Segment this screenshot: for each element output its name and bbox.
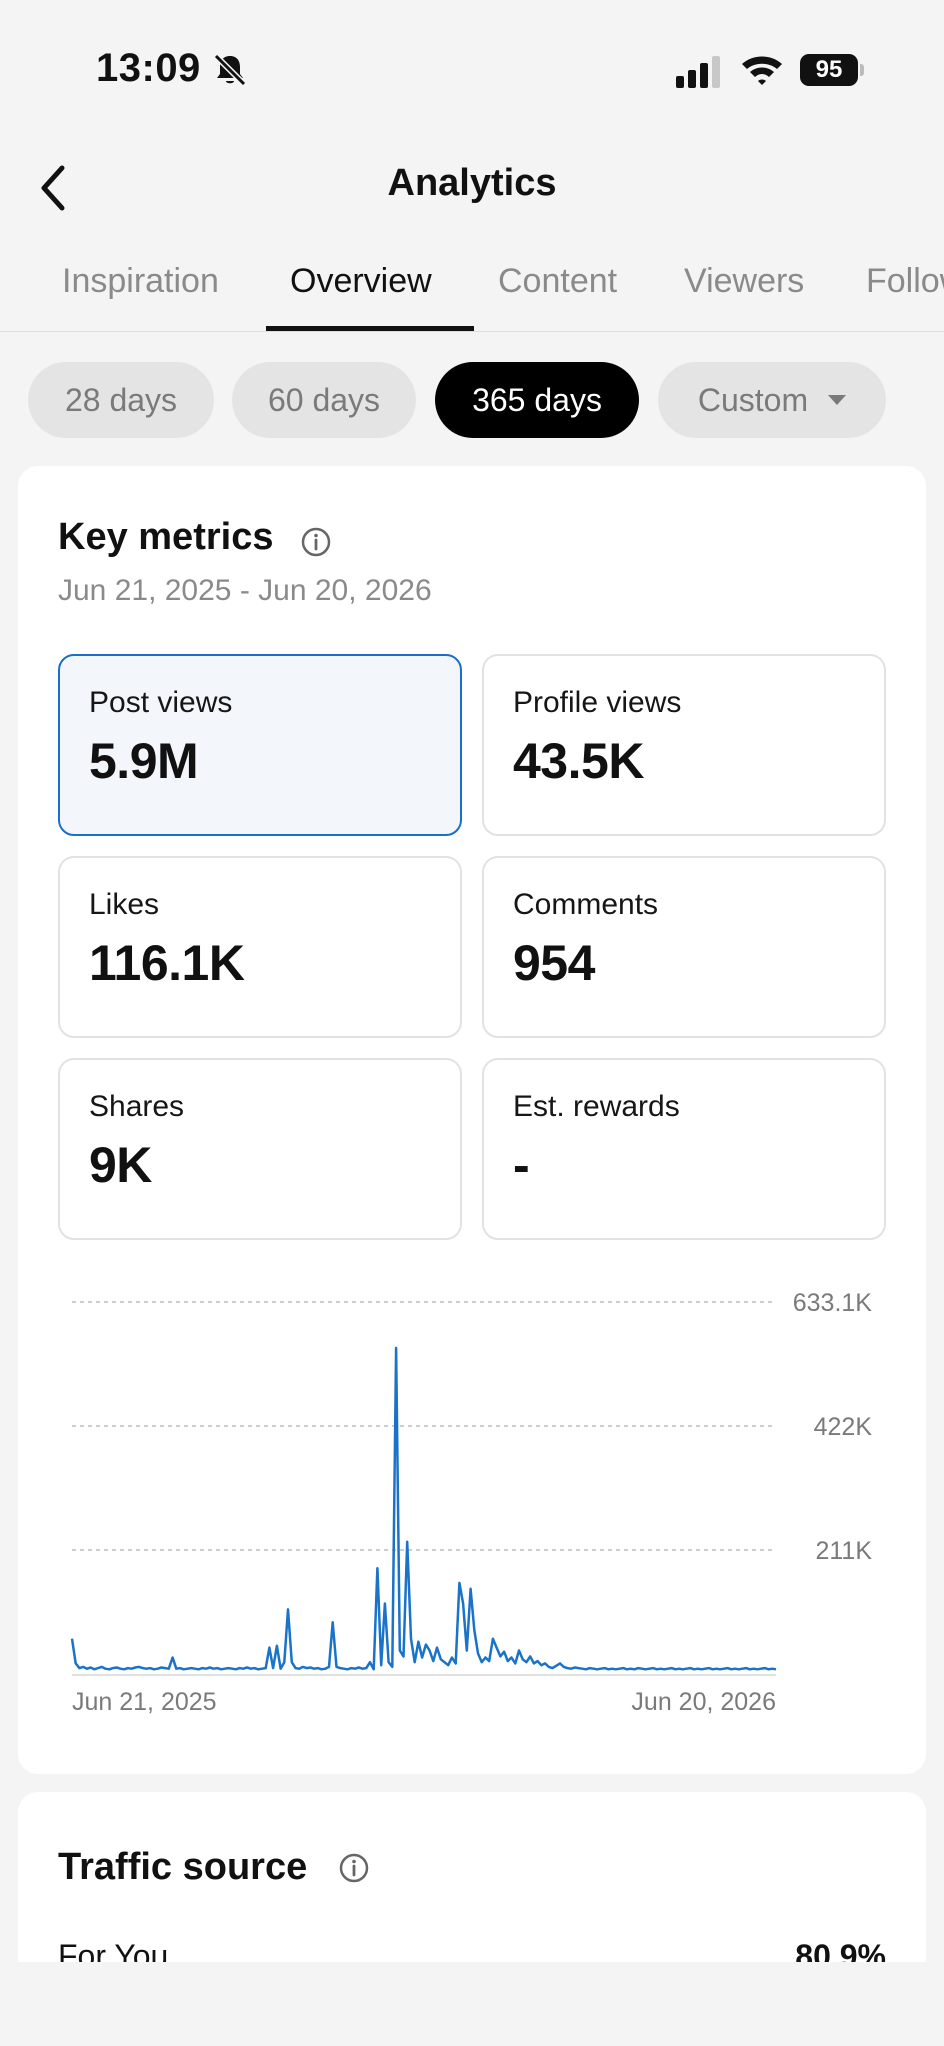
chip-label: 28 days [64,381,178,418]
x-start-label: Jun 21, 2025 [72,1688,217,1716]
metric-value: 116.1K [89,935,245,991]
metric-shares[interactable]: Shares 9K [58,1058,462,1240]
metric-label: Post views [89,686,233,719]
tab-indicator [266,326,474,331]
status-time: 13:09 [96,46,201,90]
traffic-source-title: Traffic source [58,1846,308,1888]
tab-content[interactable]: Content [498,262,618,300]
chip-custom[interactable]: Custom [658,362,886,438]
chip-label: Custom [697,381,809,418]
post-views-chart[interactable]: 633.1K 422K 211K Jun 21, 2025 Jun 20, 2026 [58,1270,888,1720]
metric-label: Comments [513,888,659,921]
cellular-signal-icon [676,56,720,88]
metric-label: Profile views [513,686,682,719]
metric-value: - [513,1137,530,1193]
metric-value: 9K [89,1137,152,1193]
metric-value: 954 [513,935,595,991]
metric-comments[interactable]: Comments 954 [482,856,886,1038]
metric-label: Likes [89,888,160,921]
metric-est-rewards[interactable]: Est. rewards - [482,1058,886,1240]
metric-label: Est. rewards [513,1090,680,1123]
tab-overview[interactable]: Overview [290,262,432,300]
y-tick-label: 422K [814,1413,873,1441]
tab-inspiration[interactable]: Inspiration [62,262,219,300]
metric-post-views[interactable]: Post views 5.9M [58,654,462,836]
bottom-edge [0,1962,944,2046]
x-end-label: Jun 20, 2026 [631,1688,776,1716]
caret-down-icon [828,395,847,405]
date-range: Jun 21, 2025 - Jun 20, 2026 [58,574,432,607]
info-icon[interactable] [300,526,332,558]
series-line [70,1346,777,1671]
tab-followers[interactable]: Followers [866,262,944,300]
page-title: Analytics [387,162,557,204]
key-metrics-title: Key metrics [58,516,274,558]
chip-60-days[interactable]: 60 days [232,362,416,438]
info-icon[interactable] [338,1852,370,1884]
metric-label: Shares [89,1090,185,1123]
wifi-icon [742,56,782,85]
tab-bar: Inspiration Overview Content Viewers Fol… [0,248,944,332]
metric-profile-views[interactable]: Profile views 43.5K [482,654,886,836]
tab-viewers[interactable]: Viewers [684,262,805,300]
chip-365-days[interactable]: 365 days [435,362,639,438]
header: Analytics [0,140,944,240]
battery-tip [860,64,864,76]
chip-label: 365 days [472,381,602,418]
metric-likes[interactable]: Likes 116.1K [58,856,462,1038]
bell-slash-icon [213,53,247,87]
chevron-left-icon[interactable] [30,158,80,218]
y-tick-label: 211K [815,1537,872,1565]
chip-28-days[interactable]: 28 days [28,362,214,438]
metric-value: 5.9M [89,733,199,789]
status-bar: 13:09 95 [0,0,944,140]
battery-icon: 95 [800,54,858,86]
y-tick-label: 633.1K [793,1289,873,1317]
metric-value: 43.5K [513,733,644,789]
chip-label: 60 days [267,381,381,418]
